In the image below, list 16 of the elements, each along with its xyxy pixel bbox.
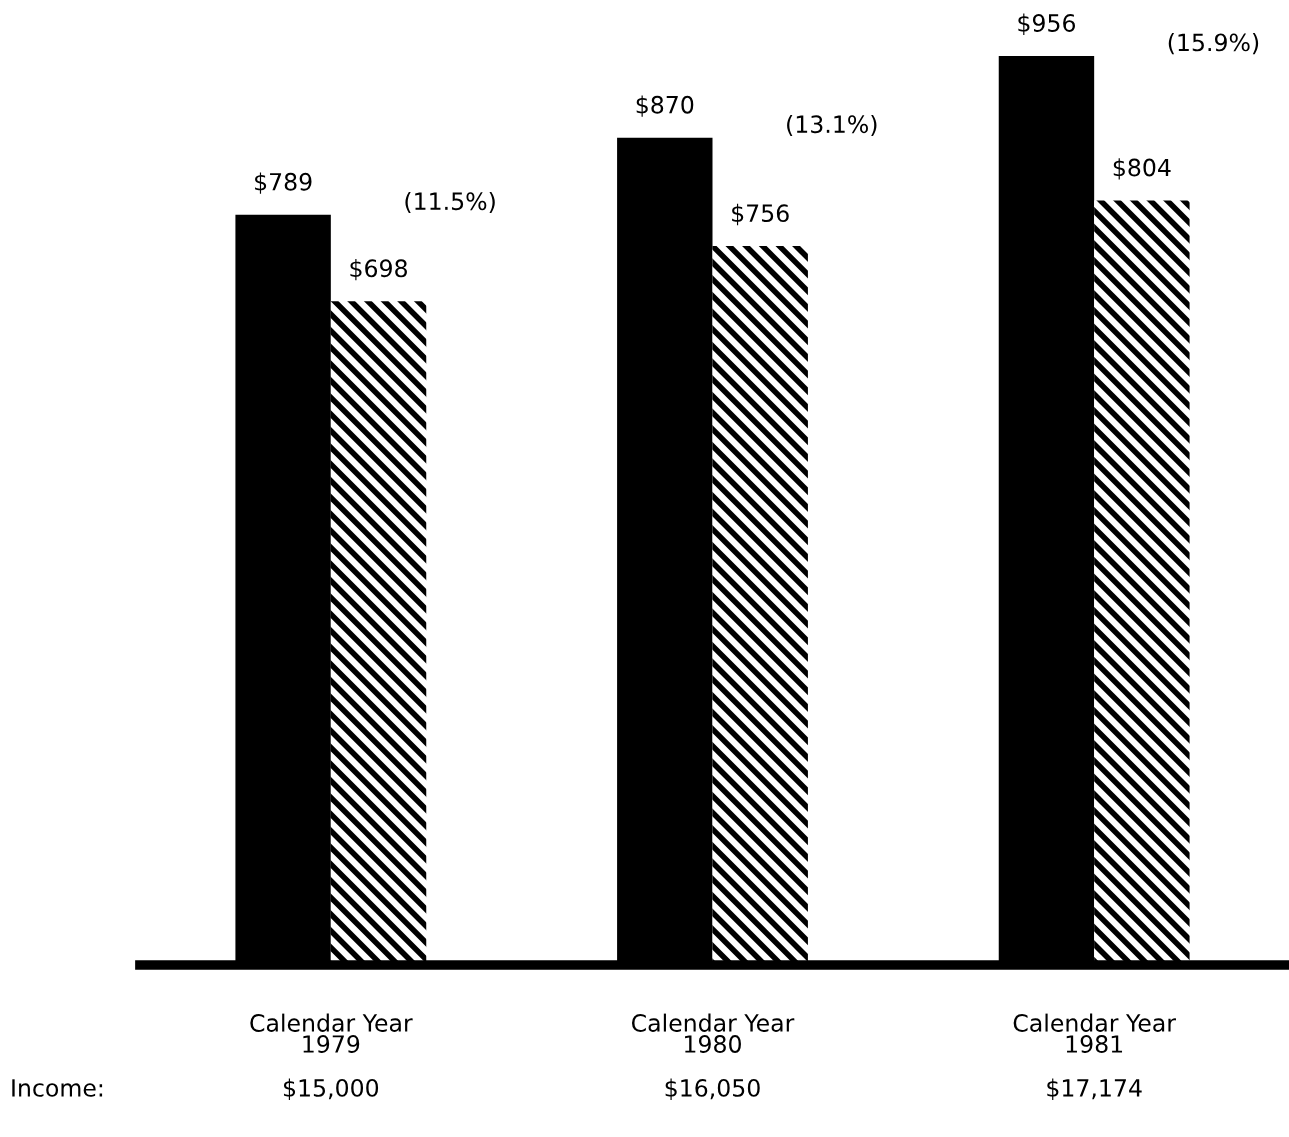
text: $15,000 [283, 1078, 379, 1100]
x-tick-label: Calendar Year 1980 [631, 1013, 795, 1053]
annotation: (13.1%) [787, 114, 877, 136]
annotation: (11.5%) [405, 191, 495, 213]
text: $17,174 [1047, 1078, 1142, 1100]
text: $16,050 [665, 1078, 760, 1100]
data-label: $789 [255, 172, 312, 194]
data-label: $698 [350, 258, 407, 281]
x-tick-label: Calendar Year 1979 [250, 1013, 413, 1053]
text: (15.9%) [1168, 33, 1259, 55]
x-tick-label: Calendar Year 1981 [1013, 1013, 1176, 1053]
data-label: $804 [1113, 158, 1171, 180]
text: Income: [12, 1079, 103, 1097]
data-label: $956 [1018, 13, 1076, 36]
data-label: $870 [636, 95, 694, 117]
data-label: $756 [732, 203, 789, 226]
